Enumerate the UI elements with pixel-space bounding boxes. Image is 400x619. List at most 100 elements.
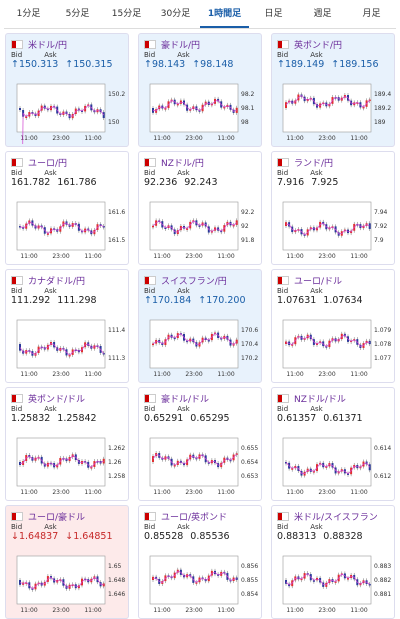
- x-axis-label: 11:00: [84, 253, 101, 260]
- rate-card[interactable]: ユーロ/英ポンド Bid Ask 0.85528 0.85536 0.856 0.855 0.…: [138, 505, 262, 619]
- tab[interactable]: 週足: [313, 9, 332, 19]
- pair-name: 英ポンド/円: [294, 40, 343, 51]
- candle: [312, 580, 315, 582]
- candle: [229, 459, 232, 462]
- mini-chart: 161.6 161.5 11:00 23:00 11:00: [16, 201, 125, 260]
- x-axis-label: 23:00: [52, 135, 69, 142]
- y-axis-label: 1.26: [108, 459, 122, 466]
- candle: [173, 464, 176, 467]
- candle: [347, 578, 349, 580]
- ask-price: ↑150.315: [65, 59, 113, 70]
- tab[interactable]: 5分足: [65, 9, 90, 19]
- rate-card[interactable]: 米ドル/円 Bid Ask ↑150.313 ↑150.315 150.2 150 11:00…: [5, 33, 129, 147]
- y-axis-label: 170.4: [241, 341, 258, 348]
- y-axis-label: 1.077: [374, 355, 391, 362]
- bid-price: 7.916: [277, 177, 305, 188]
- card-header: カナダドル/円: [6, 270, 128, 287]
- card-header: 英ポンド/ドル: [6, 388, 128, 405]
- y-axis-label: 189.2: [374, 105, 391, 112]
- tab[interactable]: 1分足: [16, 9, 41, 19]
- rate-card[interactable]: 豪ドル/ドル Bid Ask 0.65291 0.65295 0.655 0.654 0.65…: [138, 387, 262, 501]
- ask-price: 161.786: [57, 177, 97, 188]
- tab[interactable]: 1時間足: [200, 2, 249, 28]
- ask-label: Ask: [44, 287, 57, 295]
- flag-icon: [144, 275, 156, 285]
- ask-price: ↑189.156: [331, 59, 379, 70]
- pair-name: ユーロ/英ポンド: [161, 512, 228, 523]
- x-axis-label: 11:00: [286, 253, 303, 260]
- rate-card[interactable]: スイスフラン/円 Bid Ask ↑170.184 ↑170.200 170.6 170.4…: [138, 269, 262, 383]
- moving-average: [19, 576, 104, 590]
- tab[interactable]: 30分足: [160, 9, 191, 19]
- price-labels: Bid Ask: [139, 169, 261, 177]
- card-header: 豪ドル/円: [139, 34, 261, 51]
- ask-label: Ask: [310, 523, 323, 531]
- candle: [152, 108, 154, 113]
- x-axis-label: 11:00: [153, 253, 170, 260]
- rate-card[interactable]: 英ポンド/円 Bid Ask ↑189.149 ↑189.156 189.4 189.2 18…: [271, 33, 395, 147]
- tab[interactable]: 月足: [362, 9, 381, 19]
- mini-chart: 0.655 0.654 0.653 11:00 23:00 11:00: [149, 437, 258, 496]
- pair-name: ユーロ/豪ドル: [28, 512, 86, 523]
- rate-card[interactable]: カナダドル/円 Bid Ask 111.292 111.298 111.4 111.3 11:…: [5, 269, 129, 383]
- candle: [173, 337, 176, 340]
- x-axis-label: 23:00: [52, 489, 69, 496]
- rate-card[interactable]: ユーロ/円 Bid Ask 161.782 161.786 161.6 161.5 11:00…: [5, 151, 129, 265]
- x-axis-label: 23:00: [185, 489, 202, 496]
- y-axis-label: 161.6: [108, 209, 125, 216]
- x-axis-label: 11:00: [286, 135, 303, 142]
- rate-card[interactable]: 米ドル/スイスフラン Bid Ask 0.88313 0.88328 0.883 0.882…: [271, 505, 395, 619]
- bid-price: 111.292: [11, 295, 51, 306]
- rate-card[interactable]: 英ポンド/ドル Bid Ask 1.25832 1.25842 1.262 1.26 1.25…: [5, 387, 129, 501]
- rate-card[interactable]: ランド/円 Bid Ask 7.916 7.925 7.94 7.92 7.9 11:00 23:…: [271, 151, 395, 265]
- bid-price: 0.85528: [144, 531, 184, 542]
- y-axis-label: 0.882: [374, 577, 391, 584]
- mini-chart: 150.2 150 11:00 23:00 11:00: [16, 83, 125, 144]
- bid-price: ↓1.64837: [11, 531, 59, 542]
- y-axis-label: 92.2: [241, 209, 255, 216]
- rate-card[interactable]: 豪ドル/円 Bid Ask ↑98.143 ↑98.148 98.2 98.1 98 11:00…: [138, 33, 262, 147]
- ask-label: Ask: [177, 405, 190, 413]
- flag-icon: [277, 157, 289, 167]
- mini-chart: 0.614 0.612 11:00 23:00 11:00: [282, 437, 391, 496]
- moving-average: [22, 104, 104, 144]
- pair-name: 英ポンド/ドル: [28, 394, 86, 405]
- y-axis-label: 1.646: [108, 591, 125, 598]
- tab[interactable]: 15分足: [111, 9, 142, 19]
- candle: [96, 461, 99, 463]
- bid-price: 161.782: [11, 177, 51, 188]
- y-axis-label: 189: [374, 119, 386, 126]
- x-axis-label: 11:00: [217, 371, 234, 378]
- prices: 0.85528 0.85536: [139, 531, 261, 545]
- flag-icon: [277, 393, 289, 403]
- x-axis-label: 11:00: [286, 371, 303, 378]
- rate-card[interactable]: NZドル/円 Bid Ask 92.236 92.243 92.2 92 91.8 11:00 2…: [138, 151, 262, 265]
- tab[interactable]: 日足: [264, 9, 283, 19]
- candle: [235, 220, 238, 225]
- price-labels: Bid Ask: [6, 405, 128, 413]
- rate-card[interactable]: ユーロ/ドル Bid Ask 1.07631 1.07634 1.079 1.078 1.07…: [271, 269, 395, 383]
- x-axis-label: 11:00: [84, 489, 101, 496]
- mini-chart: 0.883 0.882 0.881 11:00 23:00 11:00: [282, 555, 391, 614]
- y-axis-label: 0.855: [241, 577, 258, 584]
- candle: [71, 584, 74, 586]
- bid-price: ↑170.184: [144, 295, 192, 306]
- x-axis-label: 11:00: [20, 253, 37, 260]
- bid-label: Bid: [144, 405, 156, 413]
- plot-area: [282, 437, 372, 487]
- rate-card[interactable]: NZドル/ドル Bid Ask 0.61357 0.61371 0.614 0.612 11:…: [271, 387, 395, 501]
- ask-label: Ask: [177, 169, 190, 177]
- candle: [102, 583, 105, 587]
- candle: [362, 106, 365, 109]
- prices: 1.07631 1.07634: [272, 295, 394, 309]
- rate-card[interactable]: ユーロ/豪ドル Bid Ask ↓1.64837 ↓1.64851 1.65 1.648 1.…: [5, 505, 129, 619]
- y-axis-label: 0.854: [241, 591, 258, 598]
- card-header: スイスフラン/円: [139, 270, 261, 287]
- plot-area: [282, 83, 372, 133]
- x-axis-label: 11:00: [20, 371, 37, 378]
- ask-label: Ask: [44, 169, 57, 177]
- y-axis-label: 0.883: [374, 563, 391, 570]
- flag-icon: [11, 393, 23, 403]
- flag-icon: [277, 275, 289, 285]
- bid-label: Bid: [11, 405, 23, 413]
